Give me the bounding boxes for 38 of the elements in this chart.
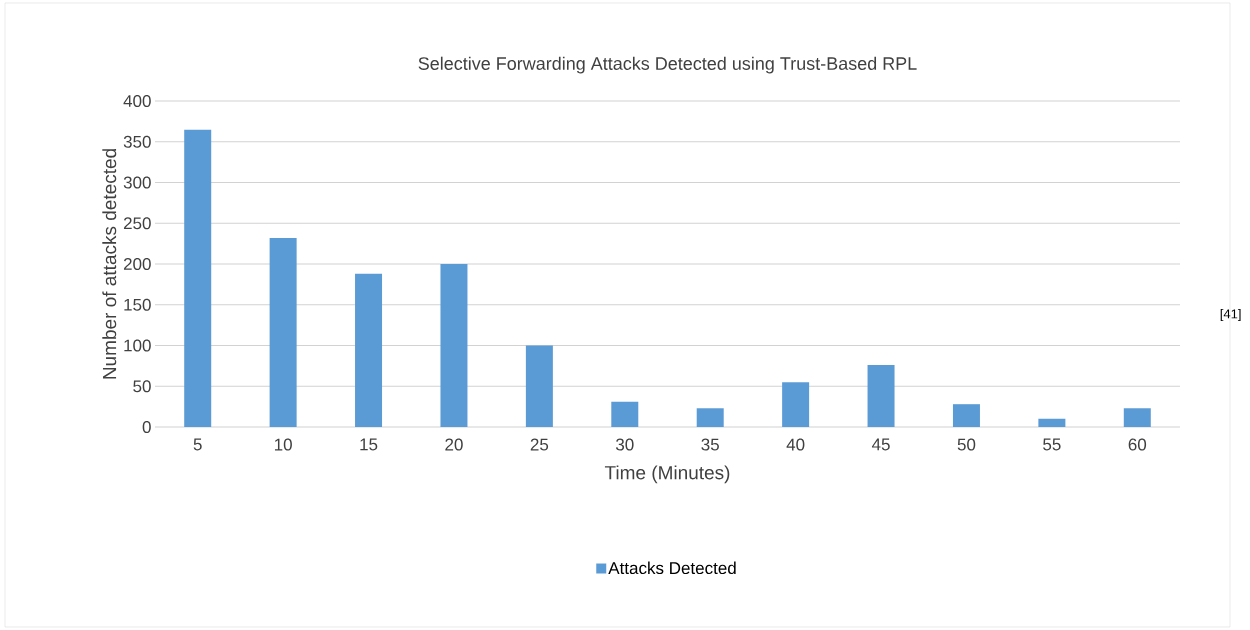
x-tick-label: 55 — [1043, 438, 1061, 451]
y-tick-label: 200 — [123, 257, 151, 271]
bar — [1123, 408, 1151, 427]
x-tick-label: 15 — [360, 438, 378, 451]
x-axis-title: Time (Minutes) — [604, 465, 730, 484]
bar — [782, 382, 810, 427]
y-tick-label: 0 — [142, 420, 151, 434]
bar — [952, 404, 980, 427]
bar — [525, 345, 553, 427]
legend-label: Attacks Detected — [608, 561, 736, 575]
x-tick-label: 10 — [274, 438, 292, 451]
x-tick-label: 50 — [957, 438, 976, 451]
x-tick-label: 25 — [530, 438, 549, 451]
chart-title: Selective Forwarding Attacks Detected using Trust-Based RPL — [418, 56, 917, 74]
bar — [696, 408, 724, 427]
y-tick-label: 150 — [124, 298, 151, 311]
y-axis-title: Number of attacks detected — [102, 149, 117, 379]
bar — [355, 273, 383, 427]
x-tick-label: 45 — [871, 438, 890, 451]
y-tick-label: 300 — [123, 176, 151, 189]
bar — [269, 237, 297, 427]
y-tick-label: 100 — [124, 339, 151, 352]
text: [41] — [1220, 308, 1241, 322]
y-tick-label: 400 — [123, 94, 151, 108]
x-tick-label: 60 — [1128, 438, 1147, 451]
bar — [611, 401, 639, 427]
x-tick-label: 5 — [193, 438, 202, 451]
bar — [440, 264, 468, 427]
y-tick-label: 350 — [123, 135, 151, 148]
bar — [184, 129, 212, 427]
y-tick-label: 250 — [123, 217, 151, 230]
x-tick-label: 30 — [615, 438, 634, 451]
y-tick-label: 50 — [133, 380, 151, 393]
bar — [1038, 418, 1066, 427]
x-tick-label: 40 — [786, 438, 805, 451]
bar — [867, 365, 895, 427]
x-tick-label: 20 — [445, 438, 463, 451]
x-tick-label: 35 — [701, 438, 719, 451]
